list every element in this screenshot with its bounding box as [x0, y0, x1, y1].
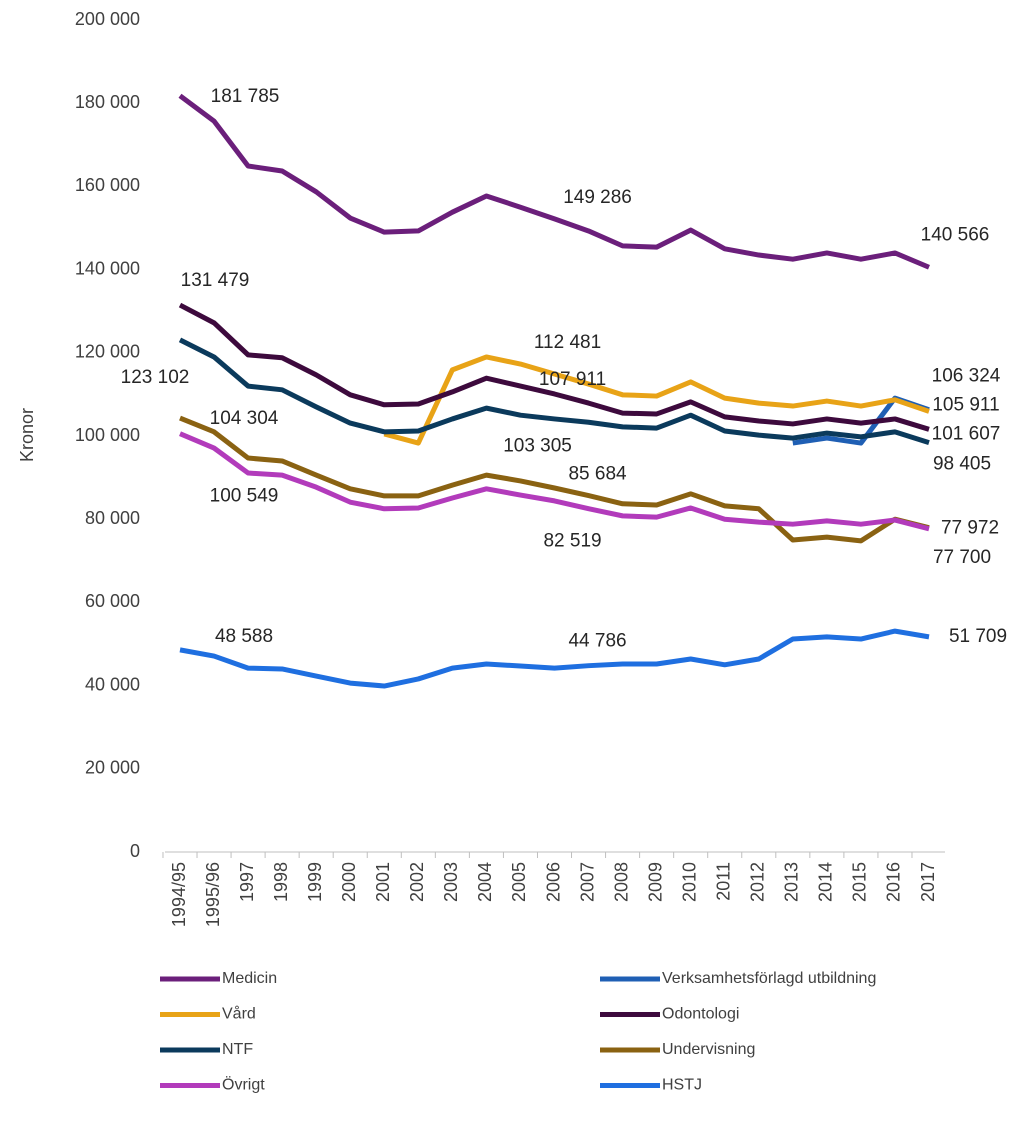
data-label: 51 709: [949, 626, 1007, 647]
x-tick-label: 1997: [237, 862, 257, 902]
legend-label: NTF: [222, 1041, 253, 1058]
data-label: 44 786: [568, 631, 626, 652]
data-label: 100 549: [210, 486, 279, 507]
x-tick-label: 2009: [645, 862, 665, 902]
y-tick-label: 0: [130, 841, 140, 861]
data-label: 82 519: [543, 531, 601, 552]
data-label: 112 481: [534, 332, 601, 353]
legend-label: Vård: [222, 1005, 256, 1023]
x-tick-label: 1995/96: [203, 862, 223, 927]
series-line: [179, 431, 930, 532]
data-label: 101 607: [932, 423, 1001, 444]
data-label: 105 911: [932, 394, 999, 415]
data-label: 103 305: [503, 435, 572, 456]
legend-label: Verksamhetsförlagd utbildning: [662, 970, 876, 987]
legend-label: HSTJ: [662, 1077, 702, 1094]
legend-label: Undervisning: [662, 1041, 755, 1058]
y-axis-label: Kronor: [17, 408, 37, 462]
x-tick-label: 2013: [782, 862, 802, 902]
x-tick-label: 2014: [816, 862, 836, 902]
data-label: 149 286: [563, 187, 632, 208]
legend-label: Övrigt: [222, 1076, 265, 1094]
y-tick-label: 60 000: [85, 591, 140, 611]
x-tick-label: 2004: [475, 862, 495, 902]
x-tick-label: 2003: [441, 862, 461, 902]
data-label: 107 911: [539, 369, 606, 390]
x-tick-label: 2011: [713, 862, 733, 901]
series-line: [178, 302, 930, 432]
legend-label: Odontologi: [662, 1006, 739, 1023]
series-line: [178, 337, 930, 446]
x-tick-label: 2000: [339, 862, 359, 902]
y-tick-label: 20 000: [85, 758, 140, 778]
data-label: 77 700: [933, 547, 991, 568]
data-label: 131 479: [181, 270, 250, 291]
y-tick-label: 80 000: [85, 508, 140, 528]
data-label: 77 972: [941, 518, 999, 539]
data-label: 123 102: [121, 367, 190, 388]
data-label: 48 588: [215, 626, 273, 647]
x-tick-label: 2016: [884, 862, 904, 902]
y-tick-label: 40 000: [85, 674, 140, 694]
x-tick-label: 1994/95: [169, 862, 189, 927]
x-tick-label: 2012: [748, 862, 768, 902]
x-tick-label: 2017: [918, 862, 938, 902]
y-tick-label: 140 000: [75, 258, 140, 278]
x-tick-label: 2010: [679, 862, 699, 902]
x-tick-label: 2008: [611, 862, 631, 902]
data-label: 104 304: [210, 408, 279, 429]
data-label: 181 785: [211, 86, 280, 107]
x-tick-label: 2001: [373, 862, 393, 902]
x-tick-label: 1998: [271, 862, 291, 902]
data-label: 98 405: [933, 454, 991, 475]
data-label: 85 684: [568, 464, 627, 485]
x-tick-label: 2002: [407, 862, 427, 902]
data-label: 106 324: [932, 366, 1001, 387]
series-line: [179, 415, 930, 544]
x-tick-label: 2015: [850, 862, 870, 902]
data-label: 140 566: [921, 224, 990, 245]
y-tick-label: 200 000: [75, 9, 140, 29]
x-tick-label: 2007: [577, 862, 597, 902]
y-tick-label: 160 000: [75, 175, 140, 195]
x-tick-label: 1999: [305, 862, 325, 902]
y-tick-label: 180 000: [75, 92, 140, 112]
series-line: [179, 628, 930, 689]
series-line: [383, 354, 930, 446]
y-tick-label: 100 000: [75, 425, 140, 445]
legend-label: Medicin: [222, 970, 277, 987]
x-tick-label: 2005: [509, 862, 529, 902]
x-tick-label: 2006: [543, 862, 563, 902]
y-tick-label: 120 000: [75, 342, 140, 362]
series-line: [178, 93, 930, 270]
